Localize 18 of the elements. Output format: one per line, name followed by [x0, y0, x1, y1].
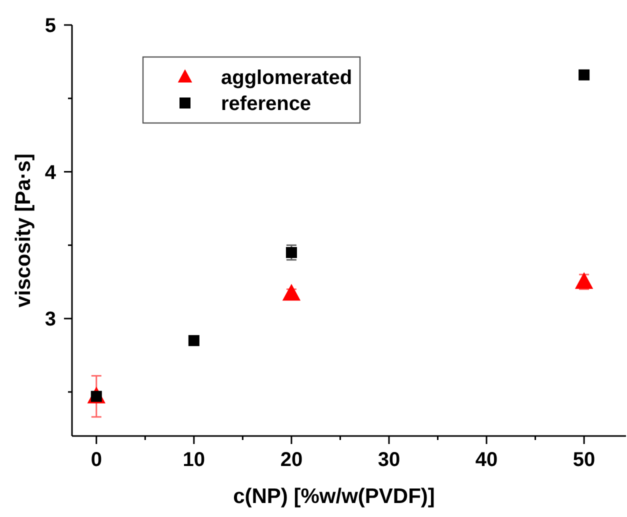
y-tick-label: 5 [44, 15, 56, 37]
point [282, 284, 301, 301]
point [286, 247, 297, 258]
x-axis-title: c(NP) [%w/w(PVDF)] [233, 485, 435, 508]
y-tick-label: 3 [44, 308, 56, 331]
x-tick-label: 40 [475, 449, 498, 471]
x-tick-label: 20 [280, 449, 303, 471]
x-tick-label: 50 [572, 449, 596, 471]
y-tick-label: 4 [44, 162, 57, 184]
x-tick-label: 30 [378, 449, 400, 471]
x-tick-label: 0 [90, 449, 102, 471]
y-axis-title: viscosity [Pa·s] [12, 153, 35, 308]
legend-label: agglomerated [221, 67, 352, 89]
legend-label: reference [221, 93, 312, 115]
point [188, 335, 200, 346]
x-tick-label: 10 [182, 449, 206, 471]
point [574, 272, 594, 289]
point [578, 69, 590, 80]
